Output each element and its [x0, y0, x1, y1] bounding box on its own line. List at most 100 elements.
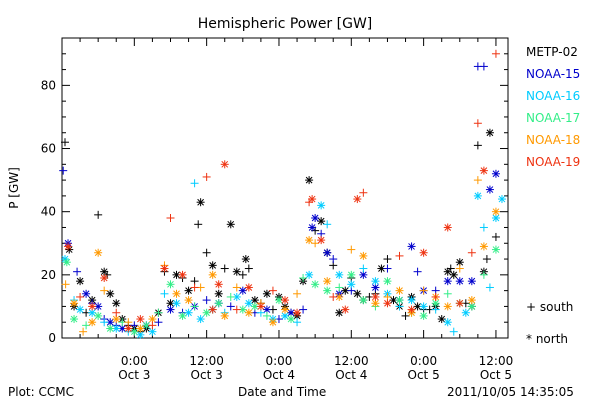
data-point	[467, 248, 476, 257]
data-point	[136, 324, 145, 333]
legend-entry: NOAA-15	[526, 67, 581, 81]
data-point	[305, 236, 314, 245]
data-point	[214, 299, 223, 308]
data-point	[148, 321, 157, 330]
data-point	[238, 270, 247, 279]
data-point	[359, 296, 368, 305]
data-point	[208, 305, 217, 314]
data-point	[172, 289, 181, 298]
data-point	[154, 308, 163, 317]
data-point	[62, 258, 71, 267]
data-point	[335, 283, 344, 292]
data-point	[250, 302, 259, 311]
data-point	[70, 315, 79, 324]
data-point	[377, 264, 386, 273]
data-point	[184, 308, 193, 317]
data-point	[100, 274, 109, 282]
data-point	[449, 327, 458, 336]
data-point	[59, 166, 68, 175]
data-point	[262, 289, 271, 298]
data-point	[184, 286, 193, 295]
data-point	[79, 327, 88, 336]
data-point	[208, 261, 217, 270]
x-tick-time-label: 12:00	[189, 354, 224, 368]
data-point	[202, 308, 211, 317]
data-point	[154, 318, 163, 327]
data-point	[329, 255, 338, 264]
north-marker-legend: * north	[526, 332, 568, 346]
data-point	[106, 324, 115, 333]
data-point	[94, 311, 103, 320]
data-point	[497, 195, 506, 204]
footer-xlabel: Date and Time	[238, 385, 327, 399]
data-point	[244, 308, 253, 317]
x-tick-time-label: 0:00	[410, 354, 437, 368]
data-point	[268, 318, 277, 327]
data-point	[383, 264, 392, 273]
data-point	[305, 176, 314, 185]
data-point	[172, 299, 181, 308]
data-point	[482, 255, 491, 264]
data-point	[407, 296, 416, 305]
data-point	[244, 283, 253, 292]
data-point	[485, 185, 494, 194]
data-point	[268, 286, 277, 295]
data-point	[232, 267, 241, 276]
data-point	[443, 223, 452, 232]
data-point	[148, 315, 157, 324]
data-point	[130, 327, 139, 336]
data-point	[293, 308, 302, 317]
data-point	[214, 280, 223, 289]
data-point	[220, 264, 229, 273]
data-point	[100, 286, 109, 295]
x-tick-time-label: 0:00	[121, 354, 148, 368]
x-tick-date-label: Oct 4	[335, 368, 367, 382]
y-tick-label: 60	[41, 142, 56, 156]
data-point	[467, 296, 476, 305]
x-tick-date-label: Oct 3	[191, 368, 223, 382]
data-point	[485, 283, 494, 292]
data-point	[88, 302, 97, 311]
data-point	[256, 302, 265, 311]
data-point	[178, 311, 187, 320]
data-point	[73, 267, 82, 276]
data-point	[383, 299, 392, 308]
chart-title: Hemispheric Power [GW]	[198, 16, 373, 32]
data-point	[220, 311, 229, 320]
data-point	[317, 236, 326, 245]
data-point	[166, 305, 175, 314]
data-point	[359, 264, 368, 273]
data-point	[94, 248, 103, 257]
legend-entry: NOAA-19	[526, 155, 581, 169]
footer-timestamp: 2011/10/05 14:35:05	[447, 385, 574, 399]
data-point	[166, 214, 175, 222]
data-point	[232, 305, 241, 314]
data-point	[491, 207, 500, 216]
data-point	[299, 305, 308, 314]
data-point	[241, 255, 250, 264]
data-point	[323, 220, 332, 229]
data-point	[281, 296, 289, 305]
data-point	[479, 62, 488, 71]
data-point	[443, 277, 452, 286]
data-point	[308, 223, 317, 232]
y-tick-label: 80	[41, 78, 56, 92]
data-point	[371, 283, 380, 292]
data-point	[293, 318, 302, 327]
data-point	[407, 305, 416, 314]
data-point	[136, 315, 145, 324]
data-point	[190, 283, 199, 292]
data-point	[419, 248, 428, 257]
data-point	[341, 305, 350, 314]
data-point	[100, 318, 109, 327]
x-tick-date-label: Oct 5	[408, 368, 440, 382]
data-point	[299, 274, 308, 282]
data-point	[202, 296, 211, 305]
data-point	[413, 267, 422, 276]
data-point	[455, 264, 464, 273]
data-point	[311, 214, 320, 222]
data-point	[401, 311, 410, 320]
data-point	[317, 201, 326, 210]
data-point	[112, 299, 121, 308]
x-tick-date-label: Oct 3	[118, 368, 150, 382]
